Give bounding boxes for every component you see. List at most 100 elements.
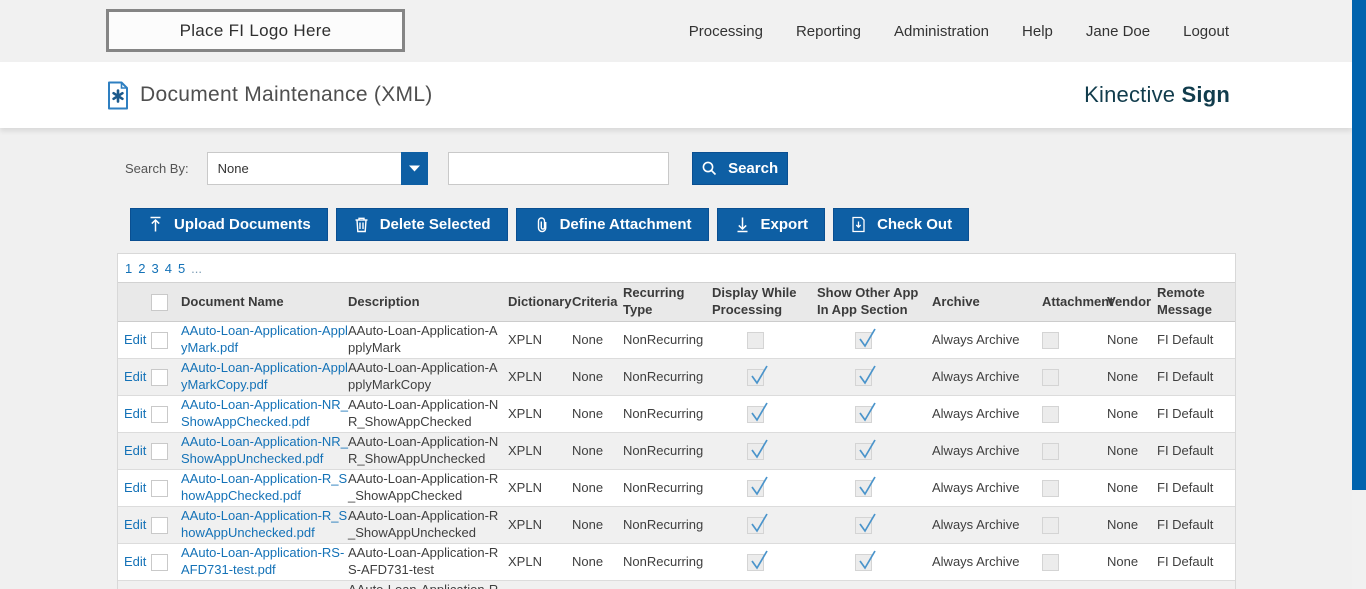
- document-description: AAuto-Loan-Application-RS: [348, 582, 508, 589]
- recurring-type-value: NonRecurring: [623, 432, 712, 470]
- edit-link[interactable]: Edit: [124, 368, 147, 384]
- scrollbar-thumb[interactable]: [1352, 0, 1366, 490]
- show-other-app-checkbox[interactable]: [855, 513, 876, 534]
- archive-value: Always Archive: [932, 543, 1042, 581]
- document-name-link[interactable]: AAuto-Loan-Application-ApplyMarkCopy.pdf: [181, 360, 348, 392]
- search-input[interactable]: [447, 152, 669, 185]
- page-link-2[interactable]: 2: [138, 260, 146, 276]
- dictionary-value: XPLN: [508, 432, 572, 470]
- table-row: Edit AAuto-Loan-Application-R_ShowAppChec…: [118, 469, 1235, 507]
- check-out-button[interactable]: Check Out: [833, 208, 970, 241]
- show-other-app-checkbox[interactable]: [855, 402, 876, 423]
- row-select-checkbox[interactable]: [151, 405, 168, 423]
- edit-link[interactable]: Edit: [124, 405, 147, 421]
- row-select-checkbox[interactable]: [151, 553, 168, 571]
- table-header: Document Name Description Dictionary Criter…: [118, 282, 1235, 322]
- archive-value: Always Archive: [932, 358, 1042, 396]
- attachment-checkbox[interactable]: [1042, 479, 1059, 497]
- show-other-app-checkbox[interactable]: [855, 550, 876, 571]
- page-title: Document Maintenance (XML): [140, 83, 433, 106]
- table-row: Edit AAuto-Loan-Application-NR_ShowAppChe…: [118, 395, 1235, 433]
- row-select-checkbox[interactable]: [151, 331, 168, 349]
- nav-item-administration[interactable]: Administration: [893, 22, 990, 40]
- document-name-link[interactable]: AAuto-Loan-Application-RS-AFD731-test.pd…: [181, 545, 345, 577]
- nav-item-processing[interactable]: Processing: [688, 22, 763, 40]
- define-attachment-button[interactable]: Define Attachment: [515, 208, 709, 241]
- table-row: Edit AAuto-Loan-Application-ApplyMark.pdf…: [118, 321, 1235, 359]
- vendor-value: [1107, 580, 1157, 589]
- page-link-4[interactable]: 4: [164, 260, 172, 276]
- edit-link[interactable]: Edit: [124, 516, 147, 532]
- edit-link[interactable]: Edit: [124, 479, 147, 495]
- attachment-checkbox[interactable]: [1042, 553, 1059, 571]
- criteria-value: None: [572, 506, 623, 544]
- delete-selected-button[interactable]: Delete Selected: [335, 208, 508, 241]
- document-name-link[interactable]: AAuto-Loan-Application-ApplyMark.pdf: [181, 323, 348, 355]
- show-other-app-checkbox[interactable]: [855, 476, 876, 497]
- search-button[interactable]: Search: [691, 152, 788, 185]
- search-by-select[interactable]: None: [206, 152, 428, 185]
- edit-link[interactable]: Edit: [124, 331, 147, 347]
- display-while-processing-checkbox[interactable]: [747, 476, 768, 497]
- column-header-remote-message: Remote Message: [1157, 282, 1235, 322]
- nav-item-help[interactable]: Help: [1022, 22, 1053, 40]
- show-other-app-checkbox[interactable]: [855, 365, 876, 386]
- attachment-checkbox[interactable]: [1042, 331, 1059, 349]
- document-name-link[interactable]: AAuto-Loan-Application-NR_ShowAppChecked…: [181, 397, 348, 429]
- document-name-link[interactable]: AAuto-Loan-Application-R_ShowAppChecked.…: [181, 471, 348, 503]
- select-all-checkbox[interactable]: [151, 293, 168, 311]
- row-select-checkbox[interactable]: [151, 479, 168, 497]
- edit-link[interactable]: Edit: [124, 553, 147, 569]
- page-link-5[interactable]: 5: [177, 260, 186, 276]
- chevron-down-icon[interactable]: [400, 152, 428, 185]
- display-while-processing-checkbox[interactable]: [747, 365, 768, 386]
- attachment-checkbox[interactable]: [1042, 442, 1059, 460]
- row-select-checkbox[interactable]: [151, 516, 168, 534]
- upload-documents-button[interactable]: Upload Documents: [130, 208, 328, 241]
- display-while-processing-checkbox[interactable]: [747, 439, 768, 460]
- search-button-label: Search: [728, 160, 779, 177]
- page-link-3[interactable]: 3: [151, 260, 159, 276]
- scrollbar-track[interactable]: [1352, 0, 1366, 589]
- archive-value: Always Archive: [932, 469, 1042, 507]
- checkout-icon: [852, 216, 865, 233]
- display-while-processing-checkbox[interactable]: [747, 402, 768, 423]
- search-row: Search By: None Search: [125, 152, 1352, 185]
- show-other-app-checkbox[interactable]: [855, 328, 876, 349]
- attachment-checkbox[interactable]: [1042, 516, 1059, 534]
- nav-item-reporting[interactable]: Reporting: [795, 22, 861, 40]
- table-row: Edit AAuto-Loan-Application-R_ShowAppUnch…: [118, 506, 1235, 544]
- nav-item-logout[interactable]: Logout: [1183, 22, 1229, 40]
- delete-selected-label: Delete Selected: [379, 216, 491, 233]
- document-description: AAuto-Loan-Application-R_ShowAppUnchecke…: [348, 508, 499, 540]
- edit-link[interactable]: Edit: [124, 442, 147, 458]
- show-other-app-checkbox[interactable]: [855, 439, 876, 460]
- paperclip-icon: [537, 217, 546, 233]
- archive-value: [932, 580, 1042, 589]
- document-name-link[interactable]: AAuto-Loan-Application-R_ShowAppUnchecke…: [181, 508, 348, 540]
- row-select-checkbox[interactable]: [151, 368, 168, 386]
- vendor-value: None: [1107, 358, 1157, 396]
- vendor-value: None: [1107, 321, 1157, 359]
- attachment-checkbox[interactable]: [1042, 405, 1059, 423]
- archive-value: Always Archive: [932, 395, 1042, 433]
- display-while-processing-checkbox[interactable]: [747, 550, 768, 571]
- export-button[interactable]: Export: [716, 208, 826, 241]
- row-select-checkbox[interactable]: [151, 442, 168, 460]
- table-row: AAuto-Loan-Application-RSAAuto-Loan-Appl…: [118, 580, 1235, 589]
- archive-value: Always Archive: [932, 506, 1042, 544]
- display-while-processing-checkbox[interactable]: [747, 331, 764, 349]
- document-name-link[interactable]: AAuto-Loan-Application-NR_ShowAppUncheck…: [181, 434, 348, 466]
- display-while-processing-checkbox[interactable]: [747, 513, 768, 534]
- nav-item-user-jane-doe[interactable]: Jane Doe: [1085, 22, 1151, 40]
- column-header-display-while-processing: Display While Processing: [712, 282, 817, 322]
- criteria-value: None: [572, 469, 623, 507]
- documents-table: Document Name Description Dictionary Criter…: [118, 282, 1235, 589]
- dictionary-value: XPLN: [508, 321, 572, 359]
- attachment-checkbox[interactable]: [1042, 368, 1059, 386]
- header-edit-spacer: [118, 282, 151, 322]
- pagination: 1 2 3 4 5...: [118, 254, 1235, 282]
- page-link-1[interactable]: 1: [125, 260, 133, 276]
- search-icon: [702, 161, 717, 176]
